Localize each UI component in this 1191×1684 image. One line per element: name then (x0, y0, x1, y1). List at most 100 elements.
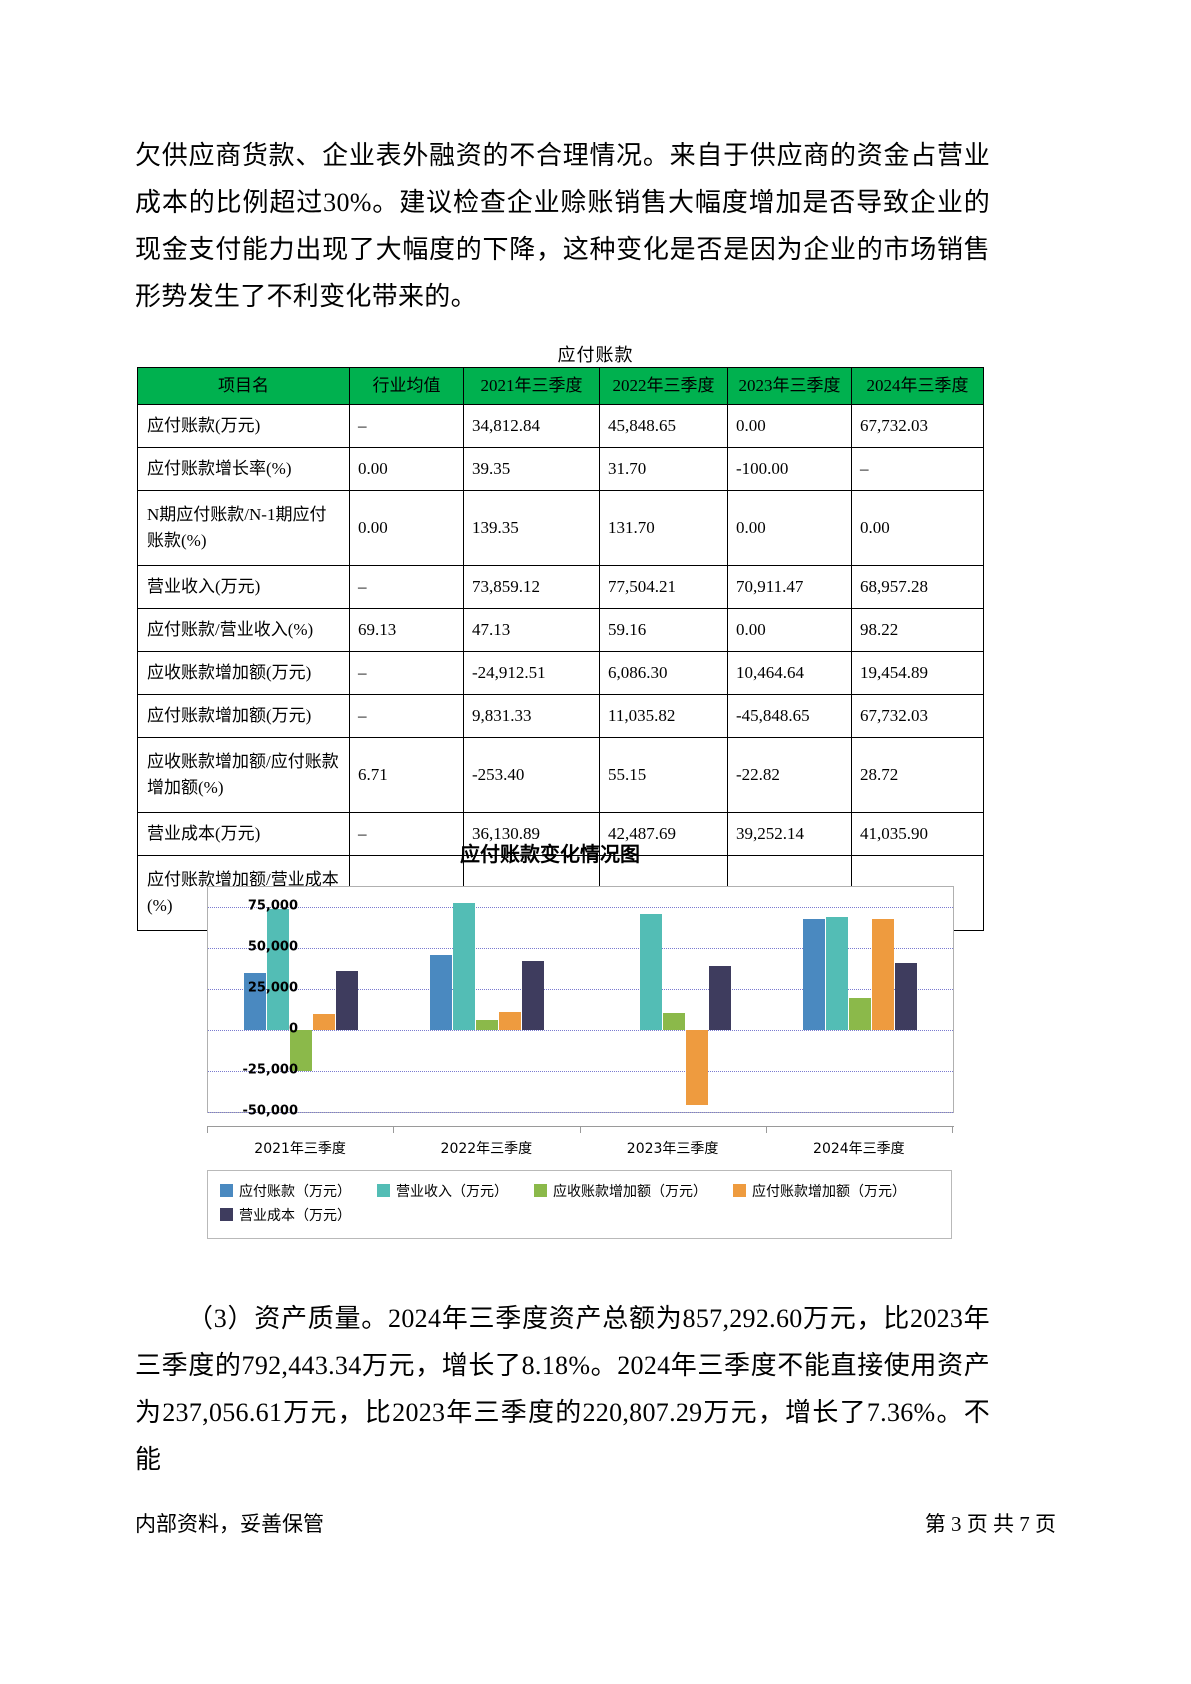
chart-bar (430, 955, 453, 1031)
chart-bar (871, 919, 894, 1031)
table-cell: 10,464.64 (727, 651, 852, 695)
chart-x-axis-label: 2021年三季度 (254, 1141, 346, 1157)
table-cell: – (851, 447, 984, 491)
paragraph-top: 欠供应商货款、企业表外融资的不合理情况。来自于供应商的资金占营业成本的比例超过3… (135, 141, 990, 311)
chart-legend-item: 营业成本（万元） (220, 1204, 351, 1228)
chart-bar (267, 909, 290, 1031)
table-cell: 67,732.03 (851, 694, 984, 738)
chart-x-tick (393, 1126, 395, 1133)
chart-bar (476, 1020, 499, 1031)
chart-gridline (208, 907, 953, 909)
table-cell: 34,812.84 (463, 404, 600, 448)
table-cell: 0.00 (851, 490, 984, 566)
chart-gridline (208, 989, 953, 991)
table-row: 应付账款增长率(%) 0.00 39.35 31.70 -100.00– (137, 447, 984, 491)
chart-bar (336, 971, 359, 1031)
chart-legend-item: 应收账款增加额（万元） (534, 1180, 707, 1204)
table-cell: – (349, 565, 464, 609)
chart-gridline (208, 1030, 953, 1032)
paragraph-bottom: （3）资产质量。2024年三季度资产总额为857,292.60万元，比2023年… (135, 1304, 990, 1474)
chart-y-axis-label: -50,000 (242, 1103, 298, 1119)
chart-bar (639, 914, 662, 1031)
table-row-label: 应付账款增加额(万元) (137, 694, 350, 738)
table-row-label: N期应付账款/N-1期应付账款(%) (137, 490, 350, 566)
table-cell: 131.70 (599, 490, 728, 566)
table-row: 应付账款(万元) –34,812.84 45,848.65 0.00 67,732.03 (137, 404, 984, 448)
table-row-label: 应付账款(万元) (137, 404, 350, 448)
table-cell: 31.70 (599, 447, 728, 491)
column-header-2021q3: 2021年三季度 (463, 367, 600, 405)
legend-label: 应付账款（万元） (239, 1184, 351, 1200)
chart-x-axis (207, 1126, 954, 1127)
accounts-payable-table: 项目名 行业均值 2021年三季度 2022年三季度 2023年三季度 2024… (137, 367, 984, 931)
accounts-payable-chart: 应付账款变化情况图 75,000 50,000 25,000 0 -25,000 -50,… (150, 838, 1050, 1268)
table-cell: 45,848.65 (599, 404, 728, 448)
chart-bar (499, 1012, 522, 1031)
table-cell: 77,504.21 (599, 565, 728, 609)
legend-label: 应付账款增加额（万元） (752, 1184, 906, 1200)
table-cell: -100.00 (727, 447, 852, 491)
chart-bar (313, 1014, 336, 1031)
legend-swatch-icon (220, 1184, 233, 1197)
chart-bar (662, 1013, 685, 1031)
chart-bar (848, 998, 871, 1031)
table-cell: 0.00 (727, 608, 852, 652)
table-row: 营业收入(万元) –73,859.12 77,504.21 70,911.47 68,9… (137, 565, 984, 609)
table-cell: 39,252.14 (727, 812, 852, 856)
table-cell: – (349, 404, 464, 448)
table-row-label: 应付账款增长率(%) (137, 447, 350, 491)
chart-bar (825, 917, 848, 1031)
table-cell: – (349, 694, 464, 738)
chart-legend-item: 营业收入（万元） (377, 1180, 508, 1204)
chart-bar (708, 965, 731, 1031)
chart-gridline (208, 1112, 953, 1113)
table-cell: 47.13 (463, 608, 600, 652)
table-cell: 68,957.28 (851, 565, 984, 609)
table-row-label: 应收账款增加额(万元) (137, 651, 350, 695)
legend-swatch-icon (377, 1184, 390, 1197)
table-cell: 6,086.30 (599, 651, 728, 695)
table-cell: – (349, 812, 464, 856)
chart-x-tick (952, 1126, 953, 1133)
chart-plot-area (207, 886, 954, 1113)
table-caption: 应付账款 (557, 345, 634, 365)
table-row: 营业成本(万元) –36,130.89 42,487.69 39,252.14 41,0… (137, 812, 984, 856)
table-cell: -24,912.51 (463, 651, 600, 695)
table-cell: -253.40 (463, 737, 600, 813)
chart-bar (244, 973, 267, 1031)
chart-bar (802, 919, 825, 1031)
legend-label: 营业成本（万元） (239, 1208, 351, 1224)
footer-right-text: 第 3 页 共 7 页 (924, 1512, 1056, 1536)
legend-swatch-icon (220, 1208, 233, 1221)
table-cell: 9,831.33 (463, 694, 600, 738)
chart-bar (522, 960, 545, 1031)
chart-bar (290, 1030, 313, 1071)
table-cell: 139.35 (463, 490, 600, 566)
table-cell: -45,848.65 (727, 694, 852, 738)
chart-y-axis-label: 50,000 (247, 939, 298, 955)
column-header-2023q3: 2023年三季度 (727, 367, 852, 405)
table-cell: -22.82 (727, 737, 852, 813)
legend-swatch-icon (733, 1184, 746, 1197)
chart-x-axis-label: 2022年三季度 (440, 1141, 533, 1157)
table-row: N期应付账款/N-1期应付账款(%) 0.00 139.35 131.70 0.00 0.… (137, 490, 984, 566)
table-cell: 0.00 (349, 490, 464, 566)
table-row: 应收账款增加额/应付账款增加额(%) 6.71 -253.40 55.15 -22.82… (137, 737, 984, 813)
chart-bar (685, 1030, 708, 1106)
chart-y-axis-label: 25,000 (247, 980, 298, 996)
table-cell: 28.72 (851, 737, 984, 813)
chart-legend-item: 应付账款增加额（万元） (733, 1180, 906, 1204)
table-cell: 0.00 (349, 447, 464, 491)
chart-y-axis-label: 0 (288, 1021, 298, 1037)
chart-bar (453, 903, 476, 1031)
column-header-item: 项目名 (137, 367, 350, 405)
column-header-2022q3: 2022年三季度 (599, 367, 728, 405)
page-footer: 内部资料，妥善保管 第 3 页 共 7 页 (135, 1508, 1056, 1538)
column-header-2024q3: 2024年三季度 (851, 367, 984, 405)
chart-bar (894, 963, 917, 1031)
chart-legend: 应付账款（万元） 营业收入（万元） 应收账款增加额（万元） 应付账款增加额（万元） 营业… (207, 1170, 952, 1239)
chart-x-tick (207, 1126, 208, 1133)
table-cell: 11,035.82 (599, 694, 728, 738)
table-cell: 67,732.03 (851, 404, 984, 448)
legend-label: 营业收入（万元） (396, 1184, 508, 1200)
